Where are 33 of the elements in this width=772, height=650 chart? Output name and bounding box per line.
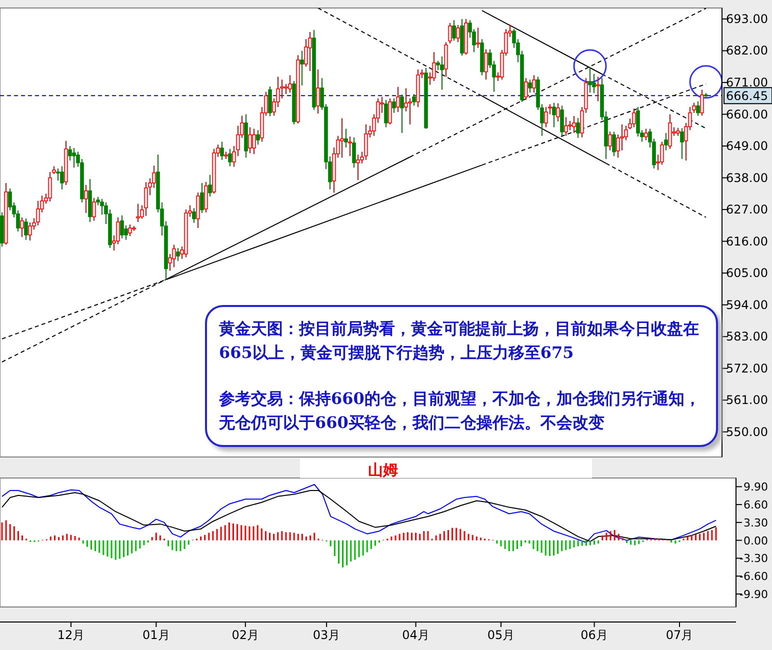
- y-tick-label: 0.00: [744, 534, 768, 548]
- y-tick-label: 572.00: [726, 361, 768, 376]
- y-tick-label: 638.00: [726, 170, 768, 185]
- y-tick-label: 671.00: [726, 75, 768, 90]
- y-tick-label: -6.60: [740, 570, 768, 584]
- y-tick-label: 6.60: [744, 498, 768, 512]
- y-tick-label: 3.30: [744, 516, 768, 530]
- x-tick-label: 05月: [487, 628, 515, 642]
- y-tick-label: 561.00: [726, 393, 768, 408]
- x-tick-label: 03月: [312, 628, 340, 642]
- y-tick-label: 627.00: [726, 202, 768, 217]
- y-tick-label: -3.30: [740, 552, 768, 566]
- y-tick-label: 550.00: [726, 424, 768, 439]
- y-tick-label: 9.90: [744, 480, 768, 494]
- y-tick-label: 682.00: [726, 44, 768, 58]
- y-tick-label: -9.90: [740, 588, 768, 601]
- chart-title: 山姆: [368, 461, 398, 479]
- x-tick-label: 02月: [232, 628, 260, 642]
- annotation: 参考交易：保持660的仓，目前观望，不加仓，加仓我们另行通知，无仓仍可以于660买轻仓，我们二仓操作法。不会改变: [219, 388, 702, 434]
- y-tick-label: 649.00: [726, 139, 768, 154]
- y-tick-label: 616.00: [726, 234, 768, 248]
- x-tick-label: 07月: [666, 628, 694, 642]
- y-tick-label: 605.00: [726, 266, 768, 280]
- ref-line-label: 666.45: [726, 89, 768, 104]
- y-tick-label: 693.00: [726, 12, 768, 26]
- y-tick-label: 583.00: [726, 330, 768, 344]
- annotation: 黄金天图：按目前局势看，黄金可能提前上扬，目前如果今日收盘在665以上，黄金可摆脱下行趋势，上压力移至675: [219, 318, 700, 364]
- y-tick-label: 660.00: [726, 107, 768, 122]
- x-tick-label: 01月: [142, 628, 170, 642]
- x-tick-label: 06月: [580, 628, 608, 642]
- y-tick-label: 594.00: [726, 298, 768, 312]
- x-tick-label: 04月: [402, 628, 430, 642]
- x-tick-label: 12月: [57, 628, 85, 642]
